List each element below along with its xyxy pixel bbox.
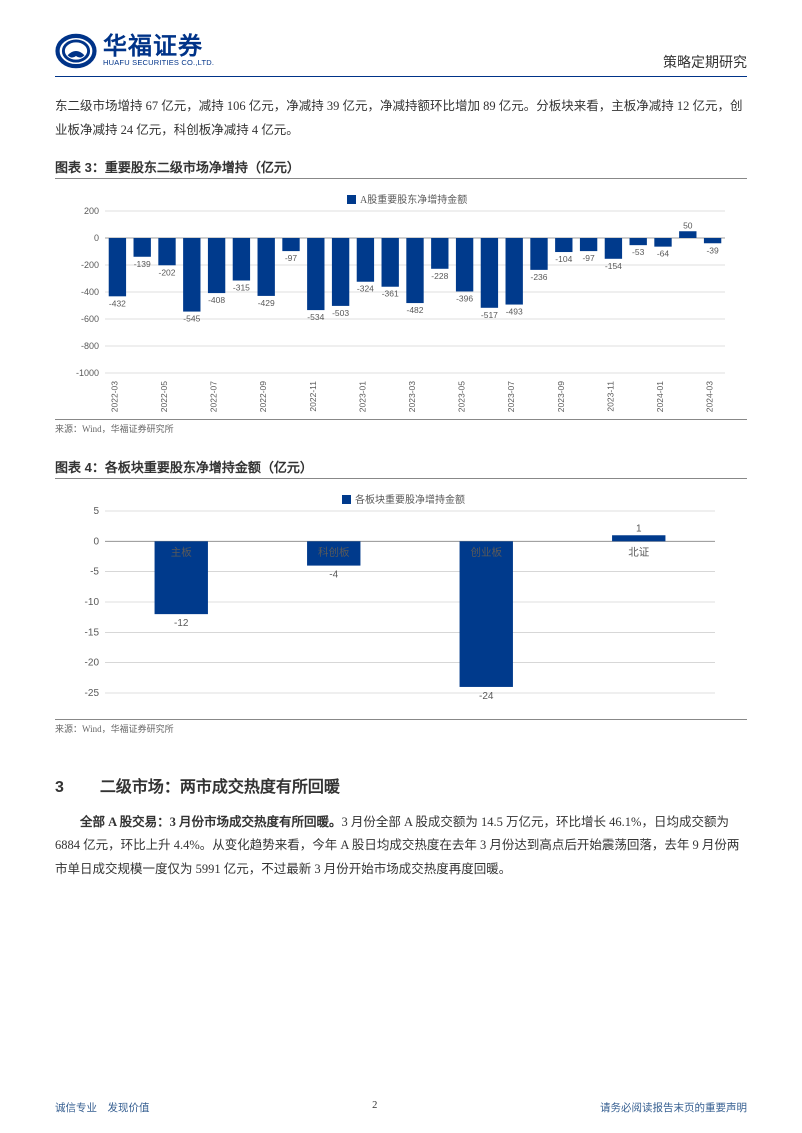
chart4-svg: 5 0 -5 -10 -15 -20 -25 各板块重要股净增持金额 -12 主板 -4 科创板 -24… — [55, 489, 735, 719]
svg-text:-97: -97 — [582, 253, 595, 263]
svg-text:5: 5 — [93, 506, 99, 517]
svg-text:主板: 主板 — [171, 545, 192, 558]
svg-text:-503: -503 — [332, 307, 349, 317]
intro-paragraph: 东二级市场增持 67 亿元，减持 106 亿元，净减持 39 亿元，净减持额环比… — [55, 95, 747, 143]
logo-block: 华福证券 HUAFU SECURITIES CO.,LTD. — [55, 30, 214, 72]
page: 华福证券 HUAFU SECURITIES CO.,LTD. 策略定期研究 东二… — [0, 0, 802, 1133]
svg-text:-432: -432 — [109, 298, 126, 308]
header-right-text: 策略定期研究 — [663, 52, 747, 72]
svg-text:-236: -236 — [530, 271, 547, 281]
svg-text:-534: -534 — [307, 312, 324, 322]
chart4-source: 来源：Wind，华福证券研究所 — [55, 722, 747, 735]
chart3-svg: 200 0 -200 -400 -600 -800 -1000 A股重要股东净增持金额 -432… — [55, 189, 735, 419]
svg-text:-24: -24 — [479, 690, 494, 701]
svg-text:2023-01: 2023-01 — [357, 380, 367, 411]
svg-text:-39: -39 — [706, 245, 719, 255]
svg-text:2022-07: 2022-07 — [209, 380, 219, 411]
section-heading: 3 二级市场：两市成交热度有所回暖 — [55, 773, 747, 797]
svg-text:0: 0 — [93, 536, 99, 547]
chart3-title: 图表 3：重要股东二级市场净增持（亿元） — [55, 157, 747, 179]
footer-left: 诚信专业 发现价值 — [55, 1100, 150, 1115]
chart3-wrap: 200 0 -200 -400 -600 -800 -1000 A股重要股东净增持金额 -432… — [55, 183, 747, 420]
svg-text:2024-01: 2024-01 — [655, 380, 665, 411]
logo-cn-text: 华福证券 — [103, 35, 214, 59]
svg-text:2023-07: 2023-07 — [506, 380, 516, 411]
svg-text:2022-09: 2022-09 — [258, 380, 268, 411]
page-footer: 诚信专业 发现价值 2 请务必阅读报告末页的重要声明 — [55, 1100, 747, 1115]
svg-text:-429: -429 — [258, 297, 275, 307]
svg-text:-482: -482 — [406, 305, 423, 315]
svg-text:-361: -361 — [382, 288, 399, 298]
svg-text:2023-11: 2023-11 — [605, 380, 615, 411]
svg-text:2022-11: 2022-11 — [308, 380, 318, 411]
footer-right: 请务必阅读报告末页的重要声明 — [600, 1100, 747, 1115]
svg-text:50: 50 — [683, 220, 693, 230]
svg-text:2023-09: 2023-09 — [556, 380, 566, 411]
svg-text:-4: -4 — [329, 569, 338, 580]
svg-text:创业板: 创业板 — [471, 545, 503, 558]
svg-text:-545: -545 — [183, 313, 200, 323]
svg-text:2022-05: 2022-05 — [159, 380, 169, 411]
svg-text:-53: -53 — [632, 247, 645, 257]
svg-text:-25: -25 — [85, 688, 100, 699]
section-number: 3 — [55, 779, 64, 797]
svg-text:北证: 北证 — [628, 546, 649, 558]
svg-text:-315: -315 — [233, 282, 250, 292]
footer-page-number: 2 — [372, 1100, 377, 1115]
chart4-title: 图表 4：各板块重要股东净增持金额（亿元） — [55, 457, 747, 479]
svg-text:2024-03: 2024-03 — [705, 380, 715, 411]
section-title: 二级市场：两市成交热度有所回暖 — [100, 773, 340, 797]
svg-text:1: 1 — [636, 523, 642, 534]
section-paragraph: 全部 A 股交易：3 月份市场成交热度有所回暖。3 月份全部 A 股成交额为 1… — [55, 811, 747, 882]
svg-text:-324: -324 — [357, 283, 374, 293]
svg-text:2023-05: 2023-05 — [457, 380, 467, 411]
svg-text:-154: -154 — [605, 260, 622, 270]
svg-text:-15: -15 — [85, 627, 100, 638]
chart4-wrap: 5 0 -5 -10 -15 -20 -25 各板块重要股净增持金额 -12 主板 -4 科创板 -24… — [55, 483, 747, 720]
svg-text:-64: -64 — [657, 248, 670, 258]
svg-text:-493: -493 — [506, 306, 523, 316]
svg-text:各板块重要股净增持金额: 各板块重要股净增持金额 — [355, 493, 465, 506]
logo-en-text: HUAFU SECURITIES CO.,LTD. — [103, 59, 214, 67]
svg-text:-1000: -1000 — [76, 368, 99, 378]
svg-text:-20: -20 — [85, 657, 100, 668]
svg-text:2023-03: 2023-03 — [407, 380, 417, 411]
svg-text:-202: -202 — [158, 267, 175, 277]
para2-bold: 全部 A 股交易：3 月份市场成交热度有所回暖。 — [80, 815, 341, 829]
svg-text:科创板: 科创板 — [318, 545, 350, 558]
page-header: 华福证券 HUAFU SECURITIES CO.,LTD. 策略定期研究 — [55, 30, 747, 77]
company-logo-icon — [55, 30, 97, 72]
svg-text:-104: -104 — [555, 254, 572, 264]
svg-text:-10: -10 — [85, 597, 100, 608]
svg-text:-400: -400 — [81, 287, 99, 297]
svg-text:-200: -200 — [81, 260, 99, 270]
svg-text:-396: -396 — [456, 293, 473, 303]
svg-text:0: 0 — [94, 233, 99, 243]
svg-text:-408: -408 — [208, 295, 225, 305]
svg-text:-600: -600 — [81, 314, 99, 324]
svg-text:-800: -800 — [81, 341, 99, 351]
svg-text:200: 200 — [84, 206, 99, 216]
svg-text:-517: -517 — [481, 309, 498, 319]
chart3-source: 来源：Wind，华福证券研究所 — [55, 422, 747, 435]
svg-text:2022-03: 2022-03 — [109, 380, 119, 411]
svg-text:-12: -12 — [174, 618, 189, 629]
svg-text:-5: -5 — [90, 566, 99, 577]
svg-text:A股重要股东净增持金额: A股重要股东净增持金额 — [360, 193, 467, 206]
svg-text:-139: -139 — [134, 258, 151, 268]
svg-text:-97: -97 — [285, 253, 298, 263]
svg-text:-228: -228 — [431, 270, 448, 280]
